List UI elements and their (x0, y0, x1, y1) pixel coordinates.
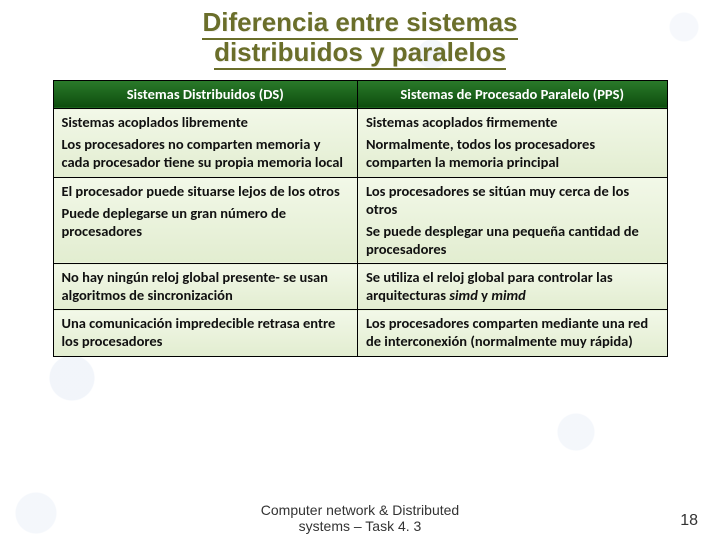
cell-pps-2: Los procesadores se sitúan muy cerca de … (357, 177, 667, 264)
cell-text: Los procesadores comparten mediante una … (366, 314, 659, 350)
footer-line-2: systems – Task 4. 3 (299, 518, 422, 534)
table-row: El procesador puede situarse lejos de lo… (53, 177, 667, 264)
cell-text: Los procesadores se sitúan muy cerca de … (366, 182, 659, 218)
table-row: Una comunicación impredecible retrasa en… (53, 310, 667, 356)
cell-ds-4: Una comunicación impredecible retrasa en… (53, 310, 357, 356)
cell-text: El procesador puede situarse lejos de lo… (62, 182, 349, 200)
cell-pps-3: Se utiliza el reloj global para controla… (357, 264, 667, 310)
header-ds: Sistemas Distribuidos (DS) (53, 80, 357, 108)
cell-text: Sistemas acoplados libremente (62, 113, 349, 131)
slide-content: Diferencia entre sistemas distribuidos y… (0, 0, 720, 357)
cell-text: Los procesadores no comparten memoria y … (62, 135, 349, 171)
cell-ds-1: Sistemas acoplados libremente Los proces… (53, 109, 357, 177)
cell-text: Se puede desplegar una pequeña cantidad … (366, 222, 659, 258)
cell-ds-2: El procesador puede situarse lejos de lo… (53, 177, 357, 264)
cell-ds-3: No hay ningún reloj global presente- se … (53, 264, 357, 310)
cell-pps-1: Sistemas acoplados firmemente Normalment… (357, 109, 667, 177)
title-line-1: Diferencia entre sistemas (202, 7, 517, 40)
cell-text: No hay ningún reloj global presente- se … (62, 268, 349, 304)
cell-pps-4: Los procesadores comparten mediante una … (357, 310, 667, 356)
cell-text: Se utiliza el reloj global para controla… (366, 268, 659, 304)
comparison-table: Sistemas Distribuidos (DS) Sistemas de P… (53, 80, 668, 357)
table-header-row: Sistemas Distribuidos (DS) Sistemas de P… (53, 80, 667, 108)
table-row: Sistemas acoplados libremente Los proces… (53, 109, 667, 177)
slide-title: Diferencia entre sistemas distribuidos y… (30, 8, 690, 68)
header-pps: Sistemas de Procesado Paralelo (PPS) (357, 80, 667, 108)
footer-line-1: Computer network & Distributed (261, 502, 459, 518)
cell-text: Sistemas acoplados firmemente (366, 113, 659, 131)
table-row: No hay ningún reloj global presente- se … (53, 264, 667, 310)
cell-text: Puede deplegarse un gran número de proce… (62, 204, 349, 240)
title-line-2: distribuidos y paralelos (214, 37, 506, 70)
cell-text: Una comunicación impredecible retrasa en… (62, 314, 349, 350)
slide-footer: Computer network & Distributed systems –… (0, 502, 720, 534)
page-number: 18 (680, 512, 698, 530)
cell-text: Normalmente, todos los procesadores comp… (366, 135, 659, 171)
